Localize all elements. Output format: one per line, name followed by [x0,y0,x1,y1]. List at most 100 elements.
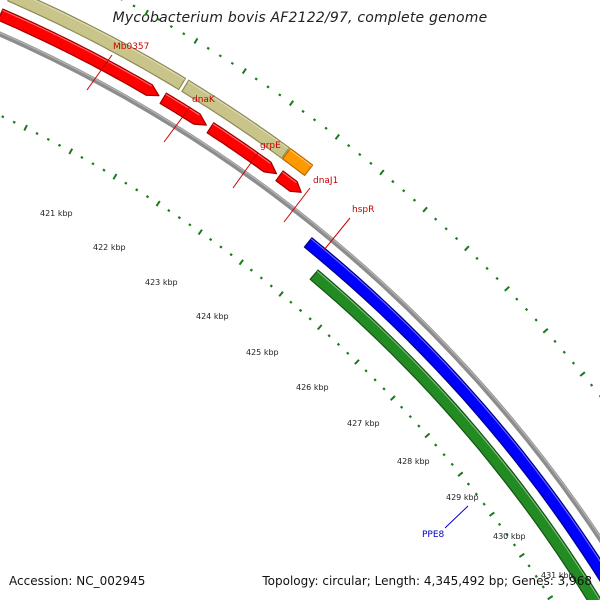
inner-scale-tick [12,120,16,124]
outer-scale-tick [169,24,173,29]
inner-scale-tick [354,359,360,365]
operon-feature-dnak-grpe-highlight [33,0,185,80]
outer-scale-tick [324,126,328,130]
gene-feature-hspr [282,147,314,176]
inner-scale-tick [298,308,303,313]
inner-scale-tick [155,200,161,207]
inner-scale-tick [497,522,502,527]
gene-feature-ppe-blue-highlight [310,238,600,562]
gene-feature-hspr-lower [275,170,302,193]
inner-scale-tick [534,574,538,579]
outer-scale-tick [562,350,566,354]
gene-label-leader [323,217,351,251]
outer-scale-tick [495,276,499,281]
inner-scale-tick [35,131,39,136]
outer-scale-tick [553,339,557,344]
inner-scale-tick [1,115,5,119]
inner-scale-tick [112,173,118,180]
gene-label: hspR [352,205,374,215]
inner-scale-tick [80,155,84,160]
inner-scale-tick [269,284,273,288]
inner-scale-tick [91,162,95,166]
gene-feature-ppe8 [309,269,600,600]
inner-scale-tick [316,324,323,331]
inner-scale-tick [259,276,263,280]
inner-scale-tick [488,511,495,517]
kbp-label: 423 kbp [145,278,178,287]
kbp-label: 430 kbp [493,532,526,541]
gene-feature-ppe8-highlight [316,270,600,600]
inner-scale-tick [68,148,74,155]
inner-scale-tick [177,216,181,220]
inner-scale-tick [417,424,421,428]
inner-scale-tick [518,552,525,558]
inner-scale-tick [229,252,233,257]
kbp-label: 431 kbp [541,571,574,580]
inner-scale-tick [457,471,464,477]
kbp-label: 429 kbp [446,493,479,502]
inner-scale-tick [474,492,478,496]
outer-scale-tick [254,77,258,81]
gene-label: dnaK [192,95,216,105]
inner-scale-tick [482,502,486,506]
gene-feature-dnak [0,8,160,97]
inner-scale-tick [145,195,150,199]
inner-scale-tick [547,595,554,600]
outer-scale-tick [347,143,351,148]
gene-label-leader [232,152,259,189]
outer-scale-tick [422,206,428,213]
outer-scale-tick [434,217,438,221]
outer-scale-tick [312,118,317,122]
kbp-label: 425 kbp [246,348,279,357]
outer-scale-tick [157,17,161,22]
inner-scale-tick [197,229,203,236]
outer-scale-tick [391,179,395,184]
gene-labels: Mb0357 dnaK grpE dnaJ1 hspR PPE8 [86,42,469,540]
inner-scale-tick [308,317,312,321]
outer-scale-tick [379,169,385,176]
outer-scale-tick [144,9,149,16]
inner-scale-tick [512,543,517,547]
outer-scale-tick [475,256,479,260]
outer-scale-tick [288,100,295,107]
outer-scale-tick [301,109,305,114]
gene-feature-dnaj1-highlight [212,123,271,164]
inner-scale-tick [541,585,545,589]
inner-scale-tick [23,124,28,131]
gene-label: PPE8 [422,530,445,540]
inner-scale-tick [278,291,284,297]
inner-scale-tick [399,405,404,409]
outer-scale-tick [402,189,406,193]
outer-scale-tick [542,327,549,334]
inner-scale-tick [466,482,471,486]
outer-scale-tick [454,236,459,241]
gene-label-leader [283,187,311,223]
inner-scale-tick [46,137,50,141]
inner-scale-tick [135,188,139,192]
inner-scale-tick [167,208,171,213]
inner-scale-tick [346,351,350,355]
outer-scale-tick [193,37,199,45]
gene-feature-dnaj1 [206,122,278,175]
inner-scale-tick [238,259,244,266]
outer-scale-tick [132,4,136,8]
outer-scale-tick [412,198,417,202]
inner-scale-tick [102,168,106,172]
outer-scale-tick [218,54,222,58]
kbp-label: 421 kbp [40,209,73,218]
gene-label-leader [444,505,469,529]
operon-feature-dnak-grpe [7,0,186,91]
outer-scale-tick [504,285,510,292]
outer-scale-tick [241,68,247,75]
genome-summary-text: Topology: circular; Length: 4,345,492 bp… [262,574,592,588]
accession-text: Accession: NC_002945 [9,574,146,588]
kbp-label: 422 kbp [93,243,126,252]
outer-scale-tick [334,133,340,140]
kbp-labels: 421 kbp 422 kbp 423 kbp 424 kbp 425 kbp 426 k… [40,209,574,580]
inner-scale-tick [390,395,396,401]
gene-feature-grpe [159,92,207,126]
inner-scale-tick [527,564,531,568]
inner-scale-tick [382,387,386,391]
inner-scale-tick [249,268,253,272]
